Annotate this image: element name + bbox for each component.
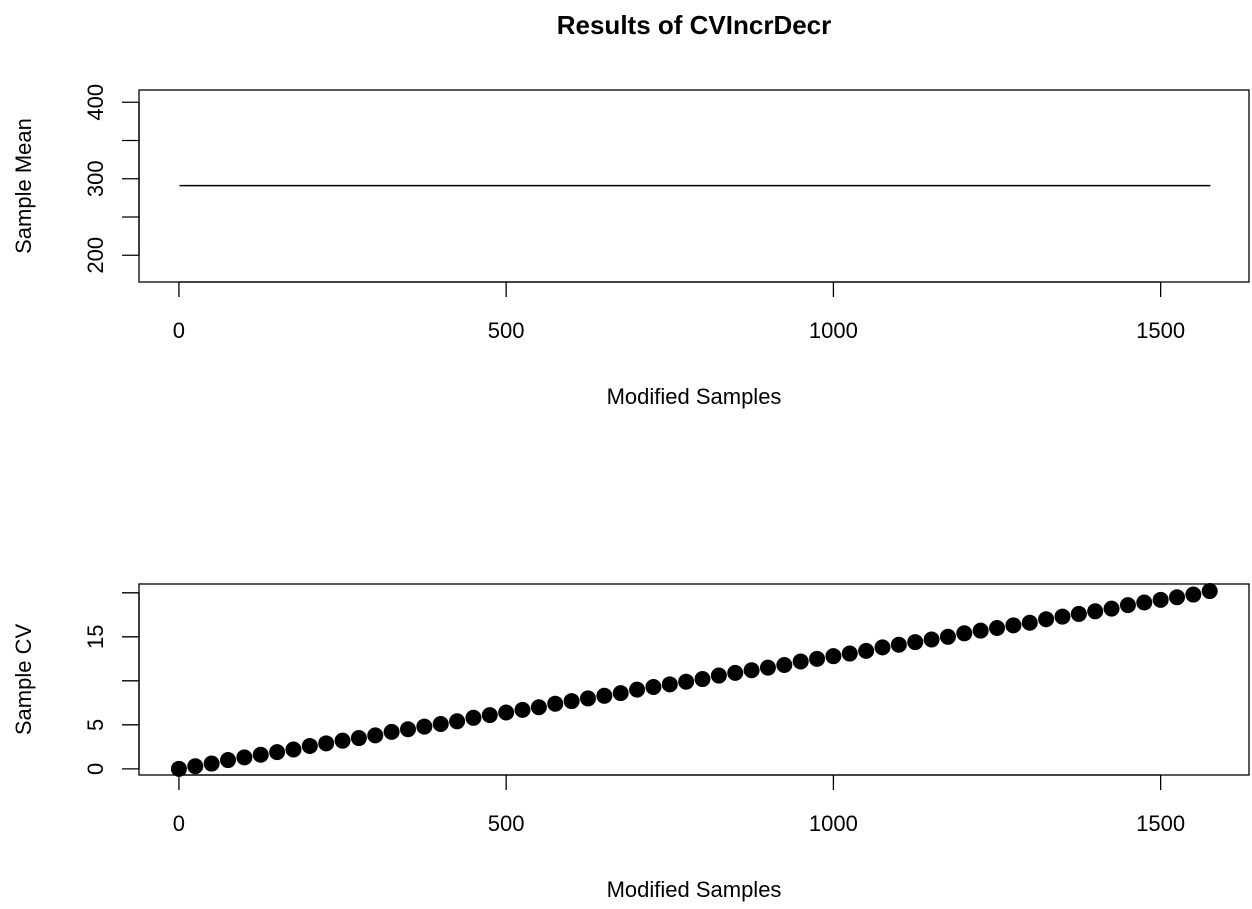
data-point [301, 737, 318, 754]
data-point [514, 701, 531, 718]
data-point [1152, 591, 1169, 608]
data-point [1070, 605, 1087, 622]
data-point [989, 620, 1006, 637]
data-point [907, 634, 924, 651]
x-tick-label: 0 [173, 811, 185, 836]
data-point [1119, 597, 1136, 614]
data-point [530, 699, 547, 716]
data-point [1136, 594, 1153, 611]
data-point [776, 656, 793, 673]
x-tick-label: 1500 [1136, 811, 1185, 836]
y-tick-label: 300 [83, 160, 108, 197]
data-point [710, 667, 727, 684]
data-point [203, 755, 220, 772]
data-point [416, 718, 433, 735]
x-tick-label: 500 [488, 811, 525, 836]
data-point [350, 730, 367, 747]
y-tick-label: 200 [83, 237, 108, 274]
y-tick-label: 15 [83, 625, 108, 649]
data-point [367, 727, 384, 744]
data-point [596, 687, 613, 704]
data-point [481, 707, 498, 724]
data-point [170, 760, 187, 777]
data-point [874, 639, 891, 656]
x-axis-label: Modified Samples [607, 877, 782, 902]
data-point [629, 681, 646, 698]
data-point [956, 625, 973, 642]
data-point [759, 659, 776, 676]
data-point [579, 690, 596, 707]
data-point [1038, 611, 1055, 628]
data-point [809, 650, 826, 667]
data-point [498, 704, 515, 721]
data-point [1005, 617, 1022, 634]
data-point [465, 709, 482, 726]
data-point [432, 715, 449, 732]
data-point [334, 732, 351, 749]
data-point [727, 664, 744, 681]
data-point [890, 636, 907, 653]
data-point [547, 695, 564, 712]
data-point [841, 645, 858, 662]
figure-title: Results of CVIncrDecr [557, 10, 832, 40]
data-point [972, 622, 989, 639]
x-tick-label: 500 [488, 318, 525, 343]
data-point [1185, 586, 1202, 603]
data-point [923, 631, 940, 648]
data-point [792, 653, 809, 670]
data-point [187, 758, 204, 775]
data-point [1103, 600, 1120, 617]
y-axis-label: Sample Mean [11, 118, 36, 254]
x-tick-label: 0 [173, 318, 185, 343]
data-point [694, 671, 711, 688]
data-point [612, 685, 629, 702]
data-point [236, 749, 253, 766]
data-point [220, 752, 237, 769]
data-point [399, 721, 416, 738]
data-point [743, 662, 760, 679]
x-tick-label: 1500 [1136, 318, 1185, 343]
data-point [1087, 603, 1104, 620]
data-point [383, 723, 400, 740]
y-tick-label: 5 [83, 719, 108, 731]
y-tick-label: 0 [83, 763, 108, 775]
data-point [825, 648, 842, 665]
data-point [661, 676, 678, 693]
data-point [645, 678, 662, 695]
data-point [318, 735, 335, 752]
x-tick-label: 1000 [809, 811, 858, 836]
data-point [939, 628, 956, 645]
data-point [563, 693, 580, 710]
data-point [1054, 608, 1071, 625]
data-point [1169, 589, 1186, 606]
data-point [449, 713, 466, 730]
x-axis-label: Modified Samples [607, 384, 782, 409]
y-axis-label: Sample CV [11, 624, 36, 736]
data-point [858, 642, 875, 659]
data-point [252, 746, 269, 763]
data-point [1201, 583, 1218, 600]
data-point [1021, 614, 1038, 631]
y-tick-label: 400 [83, 84, 108, 121]
data-point [285, 741, 302, 758]
data-point [678, 673, 695, 690]
data-point [269, 744, 286, 761]
x-tick-label: 1000 [809, 318, 858, 343]
